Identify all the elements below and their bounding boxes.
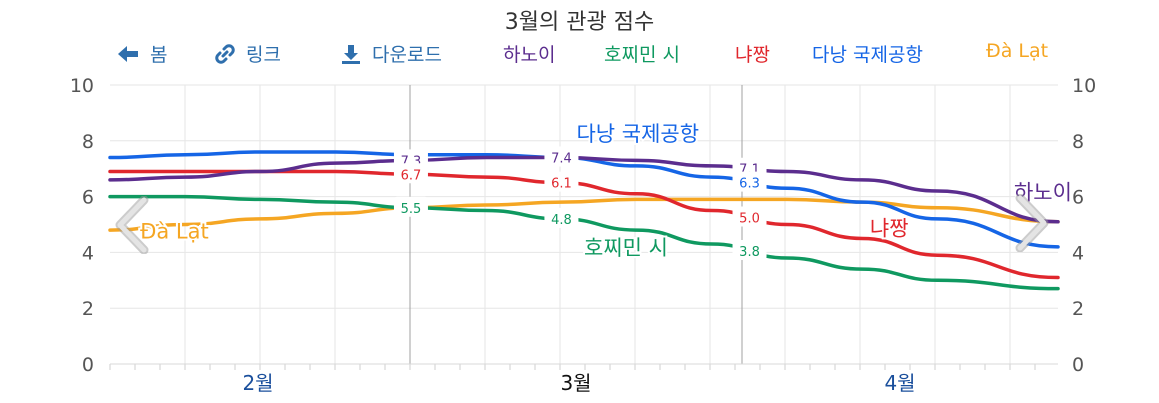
y-tick-label-right: 2 xyxy=(1072,298,1084,320)
y-tick-label-right: 8 xyxy=(1072,131,1084,153)
y-tick-label-left: 4 xyxy=(82,242,94,264)
series-label: 호찌민 시 xyxy=(584,236,668,260)
link-icon xyxy=(215,43,235,64)
download-label: 다운로드 xyxy=(372,44,442,66)
chart-title: 3월의 관광 점수 xyxy=(504,10,655,35)
chevron-right-icon xyxy=(1015,194,1049,252)
legend-label: 다낭 국제공항 xyxy=(812,44,923,66)
legend-item-dalat[interactable]: Đà Lạt xyxy=(986,40,1048,62)
data-label-bg xyxy=(393,163,428,184)
legend-item-danang-airport[interactable]: 다낭 국제공항 xyxy=(812,40,923,67)
series-line xyxy=(108,194,1060,291)
prev-arrow-button[interactable] xyxy=(112,196,152,254)
download-button[interactable]: 다운로드 xyxy=(340,40,442,67)
series-line xyxy=(108,155,1060,224)
link-label: 링크 xyxy=(246,44,281,66)
y-tick-label-left: 6 xyxy=(82,187,94,209)
y-tick-label-left: 8 xyxy=(82,131,94,153)
series-label: Đà Lạt xyxy=(140,219,209,243)
y-tick-label-right: 6 xyxy=(1072,187,1084,209)
legend-item-nhatrang[interactable]: 냐짱 xyxy=(735,40,770,67)
download-icon xyxy=(342,44,360,64)
chevron-left-icon xyxy=(115,196,149,254)
legend-item-hochiminh[interactable]: 호찌민 시 xyxy=(604,40,680,67)
legend-label: 하노이 xyxy=(503,44,556,66)
data-label: 6.7 xyxy=(401,168,422,183)
y-tick-label-left: 2 xyxy=(82,298,94,320)
data-label-bg xyxy=(732,240,767,261)
legend-item-hanoi[interactable]: 하노이 xyxy=(503,40,555,67)
next-arrow-button[interactable] xyxy=(1012,194,1052,252)
x-tick-label: 4월 xyxy=(884,371,915,395)
x-tick-label: 2월 xyxy=(242,371,273,395)
legend-label: 호찌민 시 xyxy=(604,44,680,66)
series-line xyxy=(108,169,1060,280)
legend-label: 냐짱 xyxy=(735,44,770,66)
data-label: 5.0 xyxy=(739,212,760,227)
toolbar: 봄 링크 다운로드 하노이 호찌민 시 냐짱 다낭 국제공항 Đà Lạt xyxy=(0,40,1159,72)
legend-label: Đà Lạt xyxy=(986,40,1049,62)
data-label: 4.8 xyxy=(551,213,572,228)
data-label-bg xyxy=(544,146,579,167)
data-label: 5.5 xyxy=(401,202,422,217)
series-label: 다낭 국제공항 xyxy=(576,122,699,146)
y-tick-label-right: 0 xyxy=(1072,354,1084,376)
data-label: 6.1 xyxy=(551,177,572,192)
y-tick-label-right: 4 xyxy=(1072,242,1084,264)
y-tick-label-right: 10 xyxy=(1072,75,1096,97)
data-label-bg xyxy=(544,171,579,192)
back-button[interactable]: 봄 xyxy=(116,40,167,67)
data-label-bg xyxy=(732,206,767,227)
data-label-bg xyxy=(393,196,428,217)
arrow-left-icon xyxy=(118,45,138,62)
data-label: 3.8 xyxy=(739,245,760,260)
data-label: 6.3 xyxy=(739,177,760,192)
x-tick-label: 3월 xyxy=(560,371,591,395)
back-label: 봄 xyxy=(150,44,168,66)
y-tick-label-left: 10 xyxy=(70,75,94,97)
data-label: 7.4 xyxy=(551,152,572,167)
link-button[interactable]: 링크 xyxy=(214,40,281,67)
series-label: 냐짱 xyxy=(870,217,909,241)
data-label-bg xyxy=(544,207,579,228)
y-tick-label-left: 0 xyxy=(82,354,94,376)
data-label-bg xyxy=(732,171,767,192)
